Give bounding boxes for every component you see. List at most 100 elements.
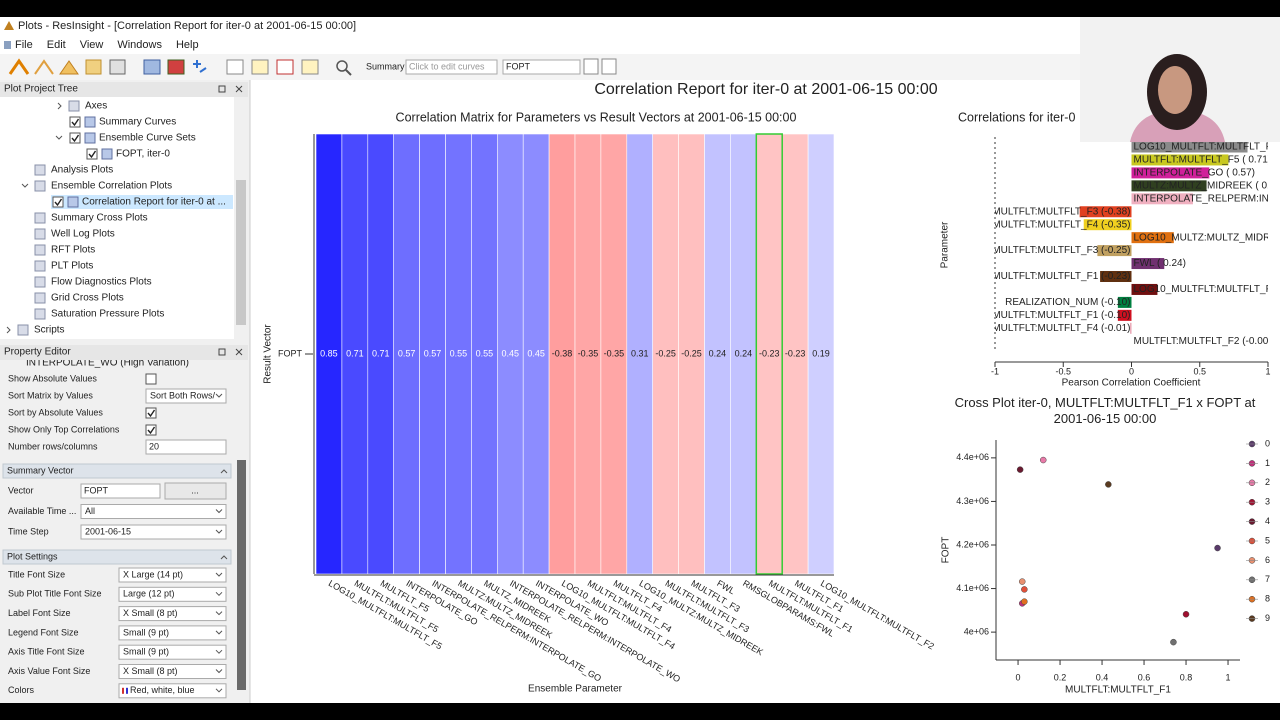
- chevron[interactable]: [55, 135, 63, 140]
- menu-item[interactable]: Edit: [47, 39, 66, 51]
- button-label[interactable]: ...: [191, 485, 199, 495]
- checkmark[interactable]: [147, 409, 156, 418]
- point: [1039, 456, 1047, 464]
- combo-value[interactable]: X Small (8 pt): [123, 666, 178, 676]
- checkmark[interactable]: [71, 134, 80, 143]
- combo-value[interactable]: X Large (14 pt): [123, 569, 183, 579]
- checkbox[interactable]: [69, 132, 81, 144]
- combo-value[interactable]: 2001-06-15: [85, 526, 131, 536]
- field-value[interactable]: FOPT: [84, 485, 109, 495]
- combo-value[interactable]: Small (9 pt): [123, 647, 169, 657]
- tree-label[interactable]: Summary Curves: [99, 117, 176, 128]
- chevron[interactable]: [21, 183, 29, 188]
- checkmark[interactable]: [147, 426, 156, 435]
- tree-label[interactable]: Flow Diagnostics Plots: [51, 277, 152, 288]
- tree-label[interactable]: FOPT, iter-0: [116, 149, 170, 160]
- combo[interactable]: [118, 644, 227, 660]
- chevron[interactable]: [57, 102, 62, 110]
- vector-combo[interactable]: [502, 59, 581, 75]
- combo-value[interactable]: Red, white, blue: [130, 685, 195, 695]
- combo-value[interactable]: All: [85, 506, 95, 516]
- chevron[interactable]: [215, 630, 223, 635]
- text-field[interactable]: [80, 483, 161, 499]
- prop-label: Number rows/columns: [8, 441, 98, 451]
- chevron[interactable]: [215, 529, 223, 534]
- chevron[interactable]: [215, 509, 223, 514]
- checkmark[interactable]: [88, 150, 97, 159]
- combo[interactable]: [118, 683, 227, 699]
- bar-label: LOG10_MULTZ:MULTZ_MIDREEK ( 0.31): [1134, 232, 1280, 243]
- cell-label: -0.23: [785, 348, 806, 358]
- combo-value[interactable]: Large (12 pt): [123, 589, 175, 599]
- combo-value[interactable]: X Small (8 pt): [123, 608, 178, 618]
- legend-label: 5: [1265, 535, 1270, 545]
- legend-label: 4: [1265, 516, 1270, 526]
- chevron[interactable]: [215, 393, 223, 398]
- cell-label: -0.35: [578, 348, 599, 358]
- chevron[interactable]: [6, 326, 11, 334]
- combo[interactable]: [118, 586, 227, 602]
- menu-item[interactable]: View: [80, 39, 104, 51]
- tree-label[interactable]: Axes: [85, 101, 107, 112]
- menu-item[interactable]: File: [15, 39, 33, 51]
- chevron[interactable]: [220, 469, 228, 474]
- tree-label[interactable]: Scripts: [34, 325, 65, 336]
- bar: [1097, 245, 1132, 257]
- button[interactable]: [164, 482, 227, 500]
- chevron[interactable]: [215, 669, 223, 674]
- chevron[interactable]: [215, 688, 223, 693]
- checkbox[interactable]: [145, 424, 157, 436]
- menu-item[interactable]: Windows: [117, 39, 162, 51]
- chevron[interactable]: [215, 649, 223, 654]
- combo[interactable]: [118, 625, 227, 641]
- chevron[interactable]: [215, 611, 223, 616]
- toolbar-icons[interactable]: [8, 58, 617, 76]
- chevron[interactable]: [220, 555, 228, 560]
- field-value[interactable]: 20: [149, 441, 159, 451]
- tree-label[interactable]: RFT Plots: [51, 245, 95, 256]
- curve-placeholder[interactable]: Click to edit curves: [409, 61, 485, 71]
- y-tick-label: 4.4e+06: [956, 452, 989, 462]
- combo[interactable]: [118, 567, 227, 583]
- heat-cell: [652, 133, 679, 575]
- tree-label[interactable]: Saturation Pressure Plots: [51, 309, 164, 320]
- chevron[interactable]: [215, 591, 223, 597]
- checkmark[interactable]: [71, 118, 80, 127]
- tree-scroll-thumb[interactable]: [236, 180, 246, 325]
- props-scroll-thumb[interactable]: [237, 460, 246, 690]
- checkmark[interactable]: [54, 198, 63, 207]
- tree-label[interactable]: Ensemble Curve Sets: [99, 133, 196, 144]
- panel-buttons[interactable]: [218, 85, 243, 356]
- checkbox[interactable]: [145, 407, 157, 419]
- bar-label: MULTZ:MULTZ_MIDREEK ( 0.55): [1134, 180, 1280, 191]
- chevron[interactable]: [215, 572, 223, 577]
- heat-cell: [781, 133, 809, 575]
- combo[interactable]: [80, 524, 227, 540]
- combo[interactable]: [80, 504, 227, 519]
- checkbox[interactable]: [52, 196, 64, 208]
- tree-label[interactable]: Summary Cross Plots: [51, 213, 148, 224]
- curve-combo[interactable]: [405, 59, 498, 75]
- text-field[interactable]: [145, 439, 227, 455]
- vector-value[interactable]: FOPT: [506, 61, 531, 71]
- x-tick-label: 0: [1129, 366, 1134, 376]
- legend-label: 3: [1265, 497, 1270, 507]
- bar-label: LOG10_MULTFLT:MULTFLT_F5 ( 0.85): [1134, 142, 1280, 153]
- cell-label: -0.25: [681, 348, 702, 358]
- checkbox[interactable]: [86, 148, 98, 160]
- tree-label[interactable]: Grid Cross Plots: [51, 293, 124, 304]
- combo[interactable]: [118, 664, 227, 679]
- tree-label[interactable]: Ensemble Correlation Plots: [51, 181, 172, 192]
- combo[interactable]: [118, 606, 227, 622]
- checkbox[interactable]: [145, 373, 157, 385]
- combo-value[interactable]: Sort Both Rows/: [150, 390, 216, 400]
- menu-item[interactable]: Help: [176, 39, 199, 51]
- combo[interactable]: [145, 388, 227, 404]
- combo-value[interactable]: Small (9 pt): [123, 627, 169, 637]
- checkbox[interactable]: [69, 116, 81, 128]
- tree-label[interactable]: Well Log Plots: [51, 229, 115, 240]
- tree-label[interactable]: Analysis Plots: [51, 165, 113, 176]
- bar-label: REALIZATION_NUM (-0.10): [1005, 297, 1130, 308]
- tree-label[interactable]: Correlation Report for iter-0 at ...: [82, 197, 226, 208]
- tree-label[interactable]: PLT Plots: [51, 261, 93, 272]
